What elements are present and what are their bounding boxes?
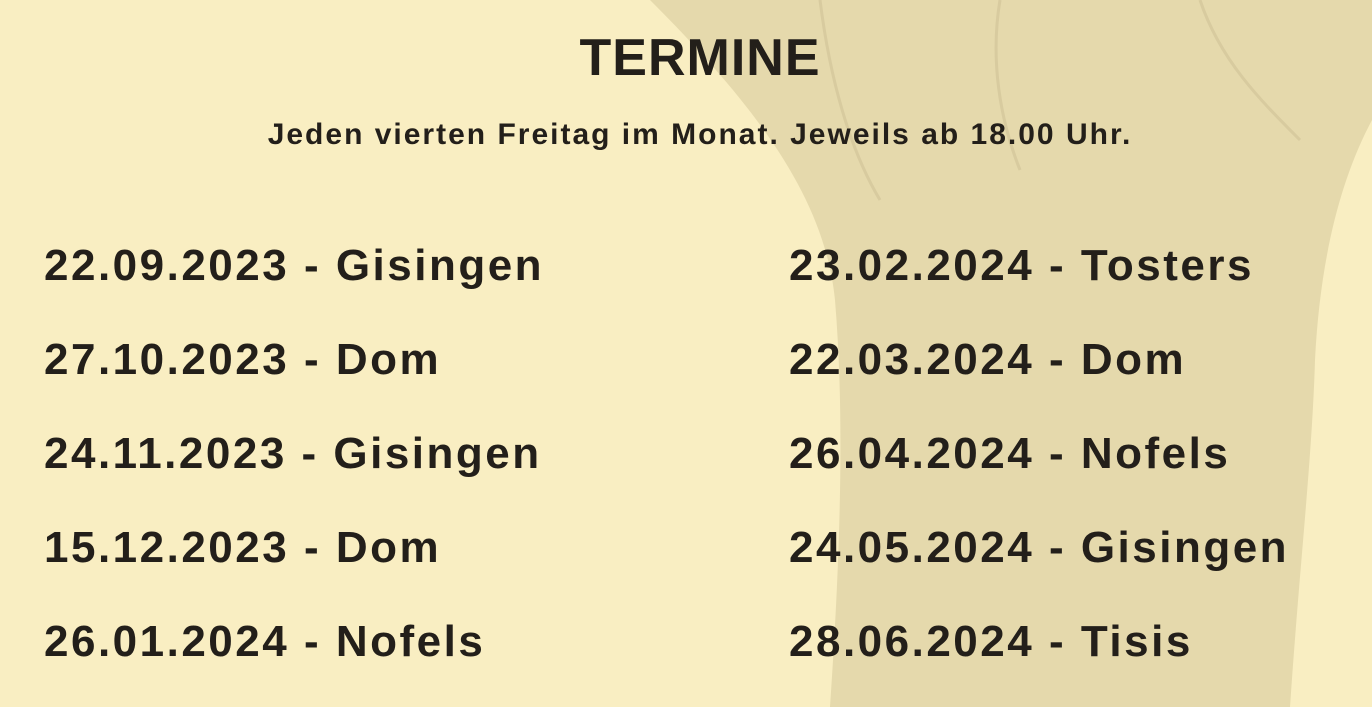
date-item: 26.01.2024 - Nofels (44, 617, 486, 666)
dates-column-left: 22.09.2023 - Gisingen 27.10.2023 - Dom 2… (44, 236, 544, 706)
section-title: TERMINE (579, 29, 821, 87)
dates-column-right: 23.02.2024 - Tosters 22.03.2024 - Dom 26… (789, 236, 1289, 706)
date-item: 22.09.2023 - Gisingen (44, 241, 545, 290)
date-item: 24.05.2024 - Gisingen (789, 523, 1290, 572)
date-item: 24.11.2023 - Gisingen (44, 429, 542, 478)
date-item: 26.04.2024 - Nofels (789, 429, 1231, 478)
date-item: 23.02.2024 - Tosters (789, 241, 1254, 290)
date-item: 28.06.2024 - Tisis (789, 617, 1193, 666)
date-item: 27.10.2023 - Dom (44, 335, 442, 384)
section-subtitle: Jeden vierten Freitag im Monat. Jeweils … (267, 118, 1133, 151)
date-item: 15.12.2023 - Dom (44, 523, 442, 572)
date-item: 22.03.2024 - Dom (789, 335, 1187, 384)
